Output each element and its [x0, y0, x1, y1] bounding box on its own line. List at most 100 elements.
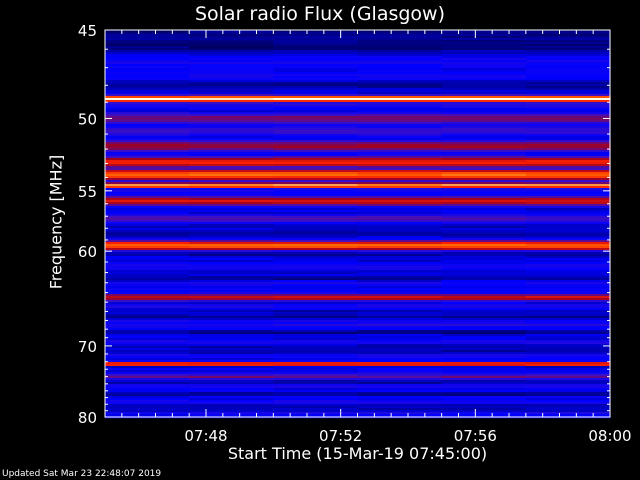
- heatmap-cell: [273, 78, 359, 81]
- heatmap-cell: [357, 236, 443, 239]
- heatmap-cell: [105, 144, 190, 147]
- heatmap-cell: [189, 264, 274, 267]
- heatmap-cell: [525, 184, 611, 187]
- heatmap-cell: [357, 350, 443, 353]
- heatmap-cell: [105, 358, 190, 361]
- heatmap-cell: [357, 414, 443, 417]
- heatmap-cell: [273, 204, 359, 207]
- heatmap-cell: [441, 210, 527, 213]
- heatmap-cell: [525, 232, 611, 235]
- heatmap-cell: [525, 134, 611, 137]
- heatmap-cell: [525, 130, 611, 133]
- spectrogram-heatmap: [105, 30, 611, 419]
- heatmap-cell: [105, 294, 190, 297]
- heatmap-cell: [273, 84, 359, 87]
- heatmap-cell: [273, 216, 359, 219]
- heatmap-cell: [525, 104, 611, 107]
- heatmap-cell: [189, 328, 274, 331]
- heatmap-cell: [273, 214, 359, 217]
- heatmap-cell: [105, 394, 190, 397]
- heatmap-cell: [189, 108, 274, 111]
- heatmap-cell: [357, 130, 443, 133]
- heatmap-cell: [105, 68, 190, 71]
- heatmap-cell: [105, 90, 190, 93]
- heatmap-cell: [441, 304, 527, 307]
- heatmap-cell: [441, 114, 527, 117]
- heatmap-cell: [357, 172, 443, 175]
- heatmap-cell: [357, 42, 443, 45]
- heatmap-cell: [189, 204, 274, 207]
- heatmap-cell: [441, 344, 527, 347]
- heatmap-cell: [441, 308, 527, 311]
- heatmap-cell: [273, 186, 359, 189]
- heatmap-cell: [105, 136, 190, 139]
- heatmap-cell: [189, 68, 274, 71]
- heatmap-cell: [357, 186, 443, 189]
- heatmap-cell: [189, 348, 274, 351]
- heatmap-cell: [525, 256, 611, 259]
- heatmap-cell: [273, 120, 359, 123]
- heatmap-cell: [525, 342, 611, 345]
- heatmap-cell: [105, 176, 190, 179]
- heatmap-cell: [357, 262, 443, 265]
- heatmap-cell: [441, 408, 527, 411]
- heatmap-cell: [525, 78, 611, 81]
- heatmap-cell: [525, 358, 611, 361]
- heatmap-cell: [525, 70, 611, 73]
- heatmap-cell: [525, 74, 611, 77]
- heatmap-cell: [273, 88, 359, 91]
- heatmap-cell: [189, 394, 274, 397]
- heatmap-cell: [357, 268, 443, 271]
- heatmap-cell: [441, 348, 527, 351]
- heatmap-cell: [357, 202, 443, 205]
- heatmap-cell: [189, 226, 274, 229]
- heatmap-cell: [189, 378, 274, 381]
- heatmap-cell: [441, 316, 527, 319]
- heatmap-cell: [273, 224, 359, 227]
- heatmap-cell: [525, 230, 611, 233]
- heatmap-cell: [105, 142, 190, 145]
- heatmap-cell: [105, 204, 190, 207]
- heatmap-cell: [105, 344, 190, 347]
- heatmap-cell: [273, 42, 359, 45]
- heatmap-cell: [273, 146, 359, 149]
- heatmap-cell: [189, 198, 274, 201]
- heatmap-cell: [357, 374, 443, 377]
- heatmap-cell: [273, 112, 359, 115]
- heatmap-cell: [441, 222, 527, 225]
- heatmap-cell: [189, 174, 274, 177]
- heatmap-cell: [273, 362, 359, 365]
- heatmap-cell: [189, 70, 274, 73]
- heatmap-cell: [189, 236, 274, 239]
- heatmap-cell: [441, 302, 527, 305]
- heatmap-cell: [441, 144, 527, 147]
- heatmap-cell: [525, 242, 611, 245]
- heatmap-cell: [105, 364, 190, 367]
- heatmap-cell: [105, 186, 190, 189]
- heatmap-cell: [441, 30, 527, 33]
- heatmap-cell: [273, 272, 359, 275]
- heatmap-cell: [189, 292, 274, 295]
- heatmap-cell: [525, 44, 611, 47]
- heatmap-cell: [357, 338, 443, 341]
- heatmap-cell: [357, 190, 443, 193]
- heatmap-cell: [525, 250, 611, 253]
- heatmap-cell: [189, 158, 274, 161]
- heatmap-cell: [441, 284, 527, 287]
- heatmap-cell: [105, 66, 190, 69]
- heatmap-cell: [273, 116, 359, 119]
- heatmap-cell: [189, 50, 274, 53]
- heatmap-cell: [525, 258, 611, 261]
- heatmap-cell: [273, 368, 359, 371]
- heatmap-cell: [525, 386, 611, 389]
- heatmap-cell: [357, 274, 443, 277]
- heatmap-cell: [105, 336, 190, 339]
- heatmap-cell: [441, 72, 527, 75]
- heatmap-cell: [273, 90, 359, 93]
- heatmap-cell: [273, 394, 359, 397]
- heatmap-cell: [273, 118, 359, 121]
- heatmap-cell: [105, 98, 190, 101]
- heatmap-cell: [273, 294, 359, 297]
- heatmap-cell: [441, 386, 527, 389]
- heatmap-cell: [273, 256, 359, 259]
